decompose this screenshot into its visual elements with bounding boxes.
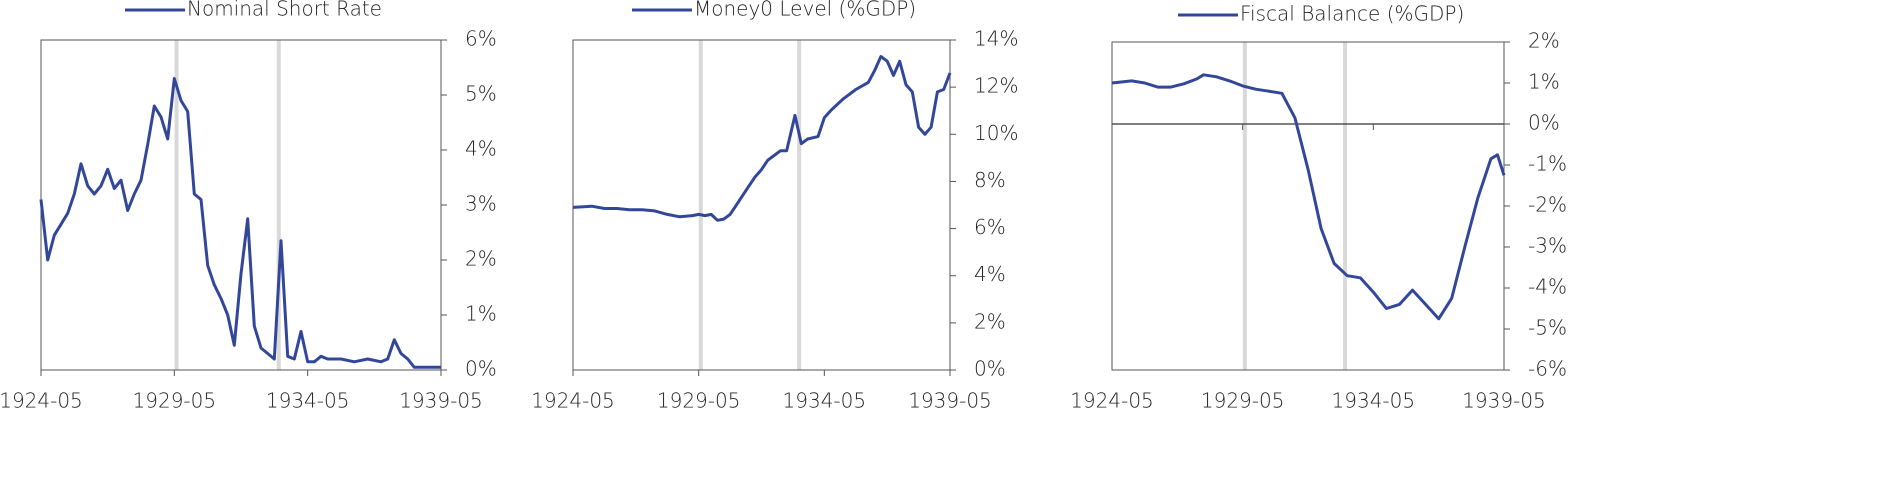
y-tick-label: 12%	[974, 74, 1018, 98]
y-tick-label: -1%	[1528, 152, 1567, 176]
y-tick-label: -2%	[1528, 193, 1567, 217]
y-tick-label: 0%	[1528, 111, 1560, 135]
x-tick-label: 1939-05	[1462, 389, 1546, 413]
x-tick-label: 1929-05	[657, 389, 741, 413]
y-tick-label: 2%	[465, 247, 497, 271]
plot-frame	[572, 39, 951, 371]
y-tick-label: -3%	[1528, 234, 1567, 258]
plot-frame	[1111, 41, 1505, 371]
x-tick-label: 1934-05	[266, 389, 350, 413]
x-tick-label: 1939-05	[399, 389, 483, 413]
plot-frame	[40, 39, 442, 371]
y-tick-label: -6%	[1528, 357, 1567, 381]
x-tick-label: 1924-05	[0, 389, 83, 413]
y-tick-label: 2%	[974, 309, 1006, 333]
y-tick-label: 0%	[974, 357, 1006, 381]
data-line	[39, 77, 441, 369]
y-tick-label: 5%	[465, 82, 497, 106]
y-tick-label: 6%	[465, 27, 497, 51]
data-line	[572, 55, 952, 222]
x-tick-label: 1924-05	[531, 389, 615, 413]
y-tick-label: -5%	[1528, 316, 1567, 340]
legend-label: Money0 Level (%GDP)	[694, 0, 916, 21]
y-tick-label: 4%	[465, 137, 497, 161]
chart: 0% 2% 4% 6% 8% 10% 12% 14% 1924-05 1929-05 1934-05…	[531, 0, 1018, 413]
y-tick-label: 1%	[1528, 70, 1560, 94]
y-tick-label: -4%	[1528, 275, 1567, 299]
chart: -6% -5% -4% -3% -2% -1% 0% 1% 2% 1924-05 1929-05 19…	[1070, 2, 1567, 413]
y-tick-label: 8%	[974, 168, 1006, 192]
y-tick-label: 10%	[974, 121, 1018, 145]
x-tick-label: 1934-05	[1332, 389, 1416, 413]
chart: 0% 1% 2% 3% 4% 5% 6% 1924-05 1929-05 1934-05 1939-…	[0, 0, 497, 413]
x-tick-label: 1934-05	[783, 389, 867, 413]
y-tick-label: 0%	[465, 357, 497, 381]
legend-label: Nominal Short Rate	[187, 0, 382, 21]
x-tick-label: 1939-05	[908, 389, 992, 413]
y-tick-label: 3%	[465, 192, 497, 216]
data-line	[1111, 73, 1506, 321]
y-tick-label: 1%	[465, 302, 497, 326]
x-tick-label: 1929-05	[1201, 389, 1285, 413]
y-tick-label: 6%	[974, 215, 1006, 239]
y-tick-label: 14%	[974, 27, 1018, 51]
x-tick-label: 1924-05	[1070, 389, 1154, 413]
legend-label: Fiscal Balance (%GDP)	[1240, 2, 1464, 26]
y-tick-label: 2%	[1528, 29, 1560, 53]
y-tick-label: 4%	[974, 262, 1006, 286]
x-tick-label: 1929-05	[133, 389, 217, 413]
